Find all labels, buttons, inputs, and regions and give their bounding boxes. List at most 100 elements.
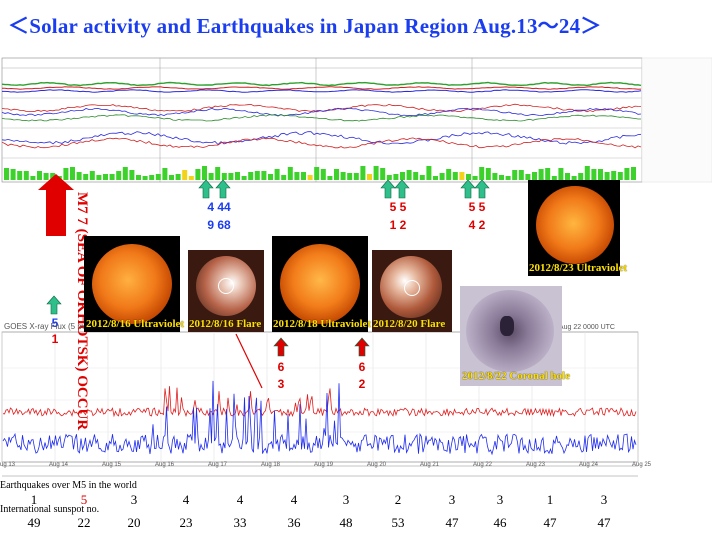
env-series-line bbox=[1, 131, 642, 146]
red-group1-top: 6 bbox=[277, 360, 285, 374]
earthquake-count: 3 bbox=[130, 492, 138, 507]
group3-bottom: 4 2 bbox=[468, 218, 486, 232]
kp-bar bbox=[386, 175, 392, 180]
kp-bar bbox=[353, 173, 359, 180]
group2-bottom: 1 2 bbox=[389, 218, 407, 232]
kp-bar bbox=[307, 175, 313, 180]
kp-bar bbox=[89, 171, 95, 180]
green-up-arrow bbox=[198, 179, 214, 199]
kp-bar bbox=[525, 174, 531, 180]
earthquake-count: 4 bbox=[236, 492, 244, 507]
kp-bar bbox=[558, 168, 564, 180]
kp-bar bbox=[195, 169, 201, 180]
kp-bar bbox=[584, 166, 590, 180]
kp-bar bbox=[228, 173, 234, 180]
kp-bar bbox=[175, 174, 181, 180]
green-up-arrow bbox=[215, 179, 231, 199]
kp-bar bbox=[169, 175, 174, 180]
kp-bar bbox=[578, 173, 584, 180]
kp-bar bbox=[122, 167, 128, 180]
kp-bar bbox=[367, 174, 372, 180]
xray-date-label: Aug 25 bbox=[632, 462, 652, 468]
kp-bar bbox=[598, 169, 603, 180]
earthquake-count: 4 bbox=[290, 492, 298, 507]
kp-bar bbox=[4, 168, 9, 180]
kp-bar bbox=[426, 166, 432, 180]
kp-bar bbox=[380, 168, 386, 180]
kp-bar bbox=[221, 173, 227, 180]
okhotsk-lower-number: 5 bbox=[51, 316, 59, 330]
kp-bar bbox=[373, 166, 379, 180]
flare-pointer-line bbox=[235, 333, 263, 389]
kp-bar bbox=[499, 175, 504, 180]
kp-bar bbox=[162, 168, 168, 180]
kp-bar bbox=[452, 172, 458, 180]
kp-bar bbox=[591, 169, 597, 180]
kp-bar bbox=[505, 176, 511, 180]
caption-8-18-uv: 2012/8/18 Ultraviolet bbox=[273, 318, 372, 330]
kp-bar bbox=[202, 166, 207, 180]
kp-bar bbox=[17, 171, 23, 180]
kp-bar bbox=[287, 167, 293, 180]
sunspot-count: 46 bbox=[493, 515, 507, 530]
flare-image-8-20: 2012/8/20 Flare bbox=[372, 250, 452, 332]
caption-8-23-uv: 2012/8/23 Ultraviolet bbox=[529, 262, 628, 274]
sun-image-8-22: 2012/8/22 Coronal hole bbox=[460, 286, 570, 386]
earthquake-count: 1 bbox=[30, 492, 38, 507]
kp-bar bbox=[96, 175, 102, 180]
kp-bar bbox=[241, 176, 247, 180]
kp-bar bbox=[254, 171, 260, 180]
kp-bar bbox=[215, 167, 221, 180]
kp-bar bbox=[400, 172, 405, 180]
xray-date-label: Aug 23 bbox=[526, 462, 546, 468]
kp-bar bbox=[485, 168, 491, 180]
kp-bar bbox=[37, 171, 42, 180]
kp-bar bbox=[512, 170, 518, 180]
kp-bar bbox=[347, 173, 353, 180]
env-series-line bbox=[1, 114, 641, 122]
kp-bar bbox=[142, 176, 148, 180]
sunspot-count: 33 bbox=[233, 515, 247, 530]
xray-date-label: Aug 24 bbox=[579, 462, 599, 468]
sunspot-count: 23 bbox=[179, 515, 193, 530]
earthquake-count: 3 bbox=[496, 492, 504, 507]
group1-top: 4 44 bbox=[207, 200, 231, 214]
flare-image-8-16: 2012/8/16 Flare bbox=[188, 250, 264, 332]
kp-bar bbox=[23, 171, 29, 180]
red-up-arrow bbox=[273, 337, 289, 357]
caption-8-20-flare: 2012/8/20 Flare bbox=[373, 318, 446, 330]
earthquake-row-label: Earthquakes over M5 in the world bbox=[0, 480, 137, 491]
kp-bar bbox=[63, 168, 69, 180]
caption-8-16-uv: 2012/8/16 Ultraviolet bbox=[86, 318, 185, 330]
kp-bar bbox=[532, 172, 537, 180]
sunspot-count: 20 bbox=[127, 515, 141, 530]
xray-series-line bbox=[2, 380, 637, 456]
kp-bar bbox=[611, 171, 617, 180]
kp-bar bbox=[182, 170, 188, 180]
red-group1-bottom: 3 bbox=[277, 377, 285, 391]
kp-bar bbox=[314, 167, 320, 180]
xray-date-label: Aug 16 bbox=[155, 462, 175, 468]
kp-bar bbox=[479, 167, 485, 180]
sunspot-count: 47 bbox=[597, 515, 611, 530]
kp-bar bbox=[545, 168, 551, 180]
green-up-arrow bbox=[46, 295, 62, 315]
kp-bar bbox=[103, 174, 108, 180]
earthquake-count: 3 bbox=[600, 492, 608, 507]
sunspot-count: 48 bbox=[339, 515, 353, 530]
kp-bar bbox=[472, 176, 478, 180]
kp-bar bbox=[571, 176, 577, 180]
xray-date-label: Aug 18 bbox=[261, 462, 281, 468]
kp-bar bbox=[30, 176, 36, 180]
kp-bar bbox=[43, 173, 49, 180]
kp-bar bbox=[551, 176, 557, 180]
xray-header-left: GOES X-ray Flux (5 minute data) bbox=[4, 322, 122, 331]
kp-bar bbox=[413, 172, 419, 180]
earthquake-count: 3 bbox=[342, 492, 350, 507]
kp-bar bbox=[492, 173, 498, 180]
xray-date-label: Aug 14 bbox=[49, 462, 69, 468]
xray-date-label: Aug 21 bbox=[420, 462, 440, 468]
red-group2-bottom: 2 bbox=[358, 377, 366, 391]
kp-bar bbox=[327, 176, 333, 180]
kp-bar bbox=[624, 168, 630, 180]
